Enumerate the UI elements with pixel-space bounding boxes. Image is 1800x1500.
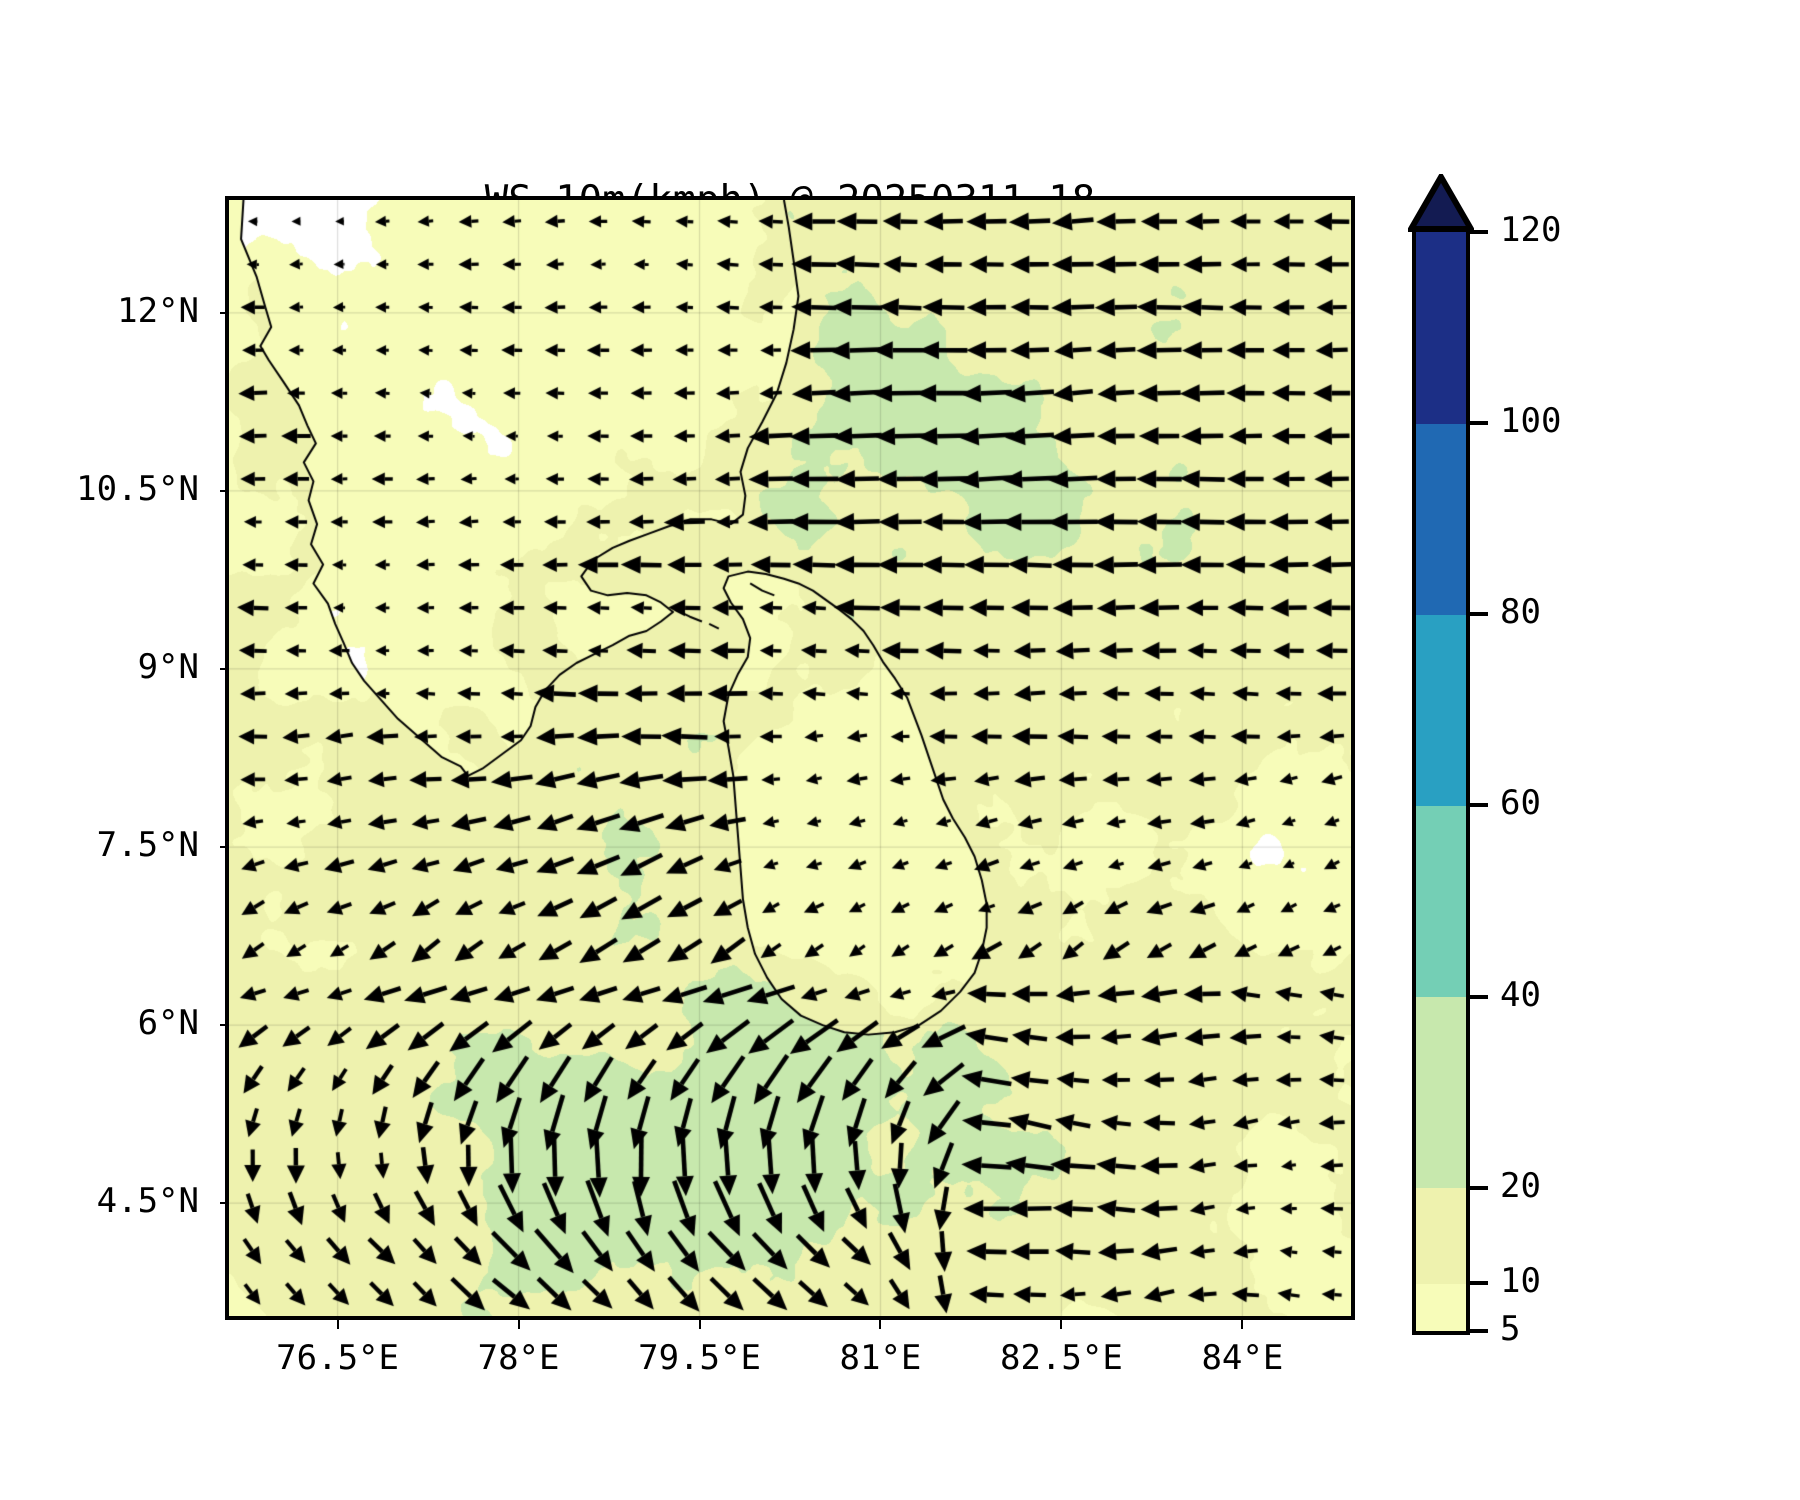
- colorbar-tick-label: 80: [1500, 592, 1541, 633]
- x-axis-tick: [698, 1320, 701, 1329]
- x-axis-tick: [1241, 1320, 1244, 1329]
- x-axis-tick: [517, 1320, 520, 1329]
- x-axis-label: 84°E: [1201, 1338, 1284, 1378]
- colorbar-band: [1416, 805, 1466, 998]
- colorbar-tick: [1470, 612, 1488, 617]
- map-plot-area: [225, 196, 1355, 1320]
- wind-vector-canvas: [229, 200, 1351, 1316]
- x-axis-label: 76.5°E: [276, 1338, 399, 1378]
- y-axis-label: 10.5°N: [76, 468, 199, 509]
- colorbar-tick: [1470, 1185, 1488, 1190]
- x-axis-label: 81°E: [839, 1338, 922, 1378]
- y-axis-tick: [220, 846, 229, 849]
- colorbar-tick-label: 120: [1500, 210, 1562, 250]
- x-axis-label: 79.5°E: [638, 1338, 761, 1378]
- colorbar: [1412, 228, 1470, 1335]
- y-axis-tick: [220, 311, 229, 314]
- colorbar-tick: [1470, 1329, 1488, 1333]
- colorbar-band: [1416, 1187, 1466, 1284]
- colorbar-tick-label: 40: [1500, 974, 1541, 1015]
- colorbar-band: [1416, 996, 1466, 1189]
- y-axis-label: 12°N: [117, 290, 199, 331]
- colorbar-extend-arrow-icon: [1408, 174, 1474, 232]
- wind-speed-field: [229, 200, 1351, 1316]
- y-axis-label: 7.5°N: [96, 825, 199, 866]
- x-axis-label: 78°E: [477, 1338, 560, 1378]
- y-axis-tick: [220, 489, 229, 492]
- x-axis-label: 82.5°E: [1000, 1338, 1123, 1378]
- x-axis-tick: [336, 1320, 339, 1329]
- colorbar-tick: [1470, 803, 1488, 808]
- y-axis-tick: [220, 667, 229, 670]
- y-axis-label: 9°N: [137, 646, 199, 687]
- y-axis-label: 4.5°N: [96, 1181, 199, 1222]
- colorbar-tick: [1470, 421, 1488, 426]
- colorbar-tick-label: 5: [1500, 1309, 1521, 1349]
- y-axis-tick: [220, 1202, 229, 1205]
- y-axis-label: 6°N: [137, 1003, 199, 1044]
- colorbar-band: [1416, 1283, 1466, 1332]
- colorbar-tick-label: 20: [1500, 1165, 1541, 1206]
- colorbar-tick-label: 60: [1500, 783, 1541, 824]
- colorbar-band: [1416, 232, 1466, 424]
- colorbar-band: [1416, 423, 1466, 615]
- x-axis-tick: [879, 1320, 882, 1329]
- x-axis-tick: [1060, 1320, 1063, 1329]
- colorbar-tick: [1470, 1281, 1488, 1286]
- colorbar-tick-label: 10: [1500, 1261, 1541, 1302]
- colorbar-tick: [1470, 230, 1488, 234]
- colorbar-tick: [1470, 994, 1488, 999]
- y-axis-tick: [220, 1024, 229, 1027]
- colorbar-band: [1416, 614, 1466, 806]
- colorbar-tick-label: 100: [1500, 401, 1562, 442]
- colorbar-bands: [1416, 232, 1466, 1332]
